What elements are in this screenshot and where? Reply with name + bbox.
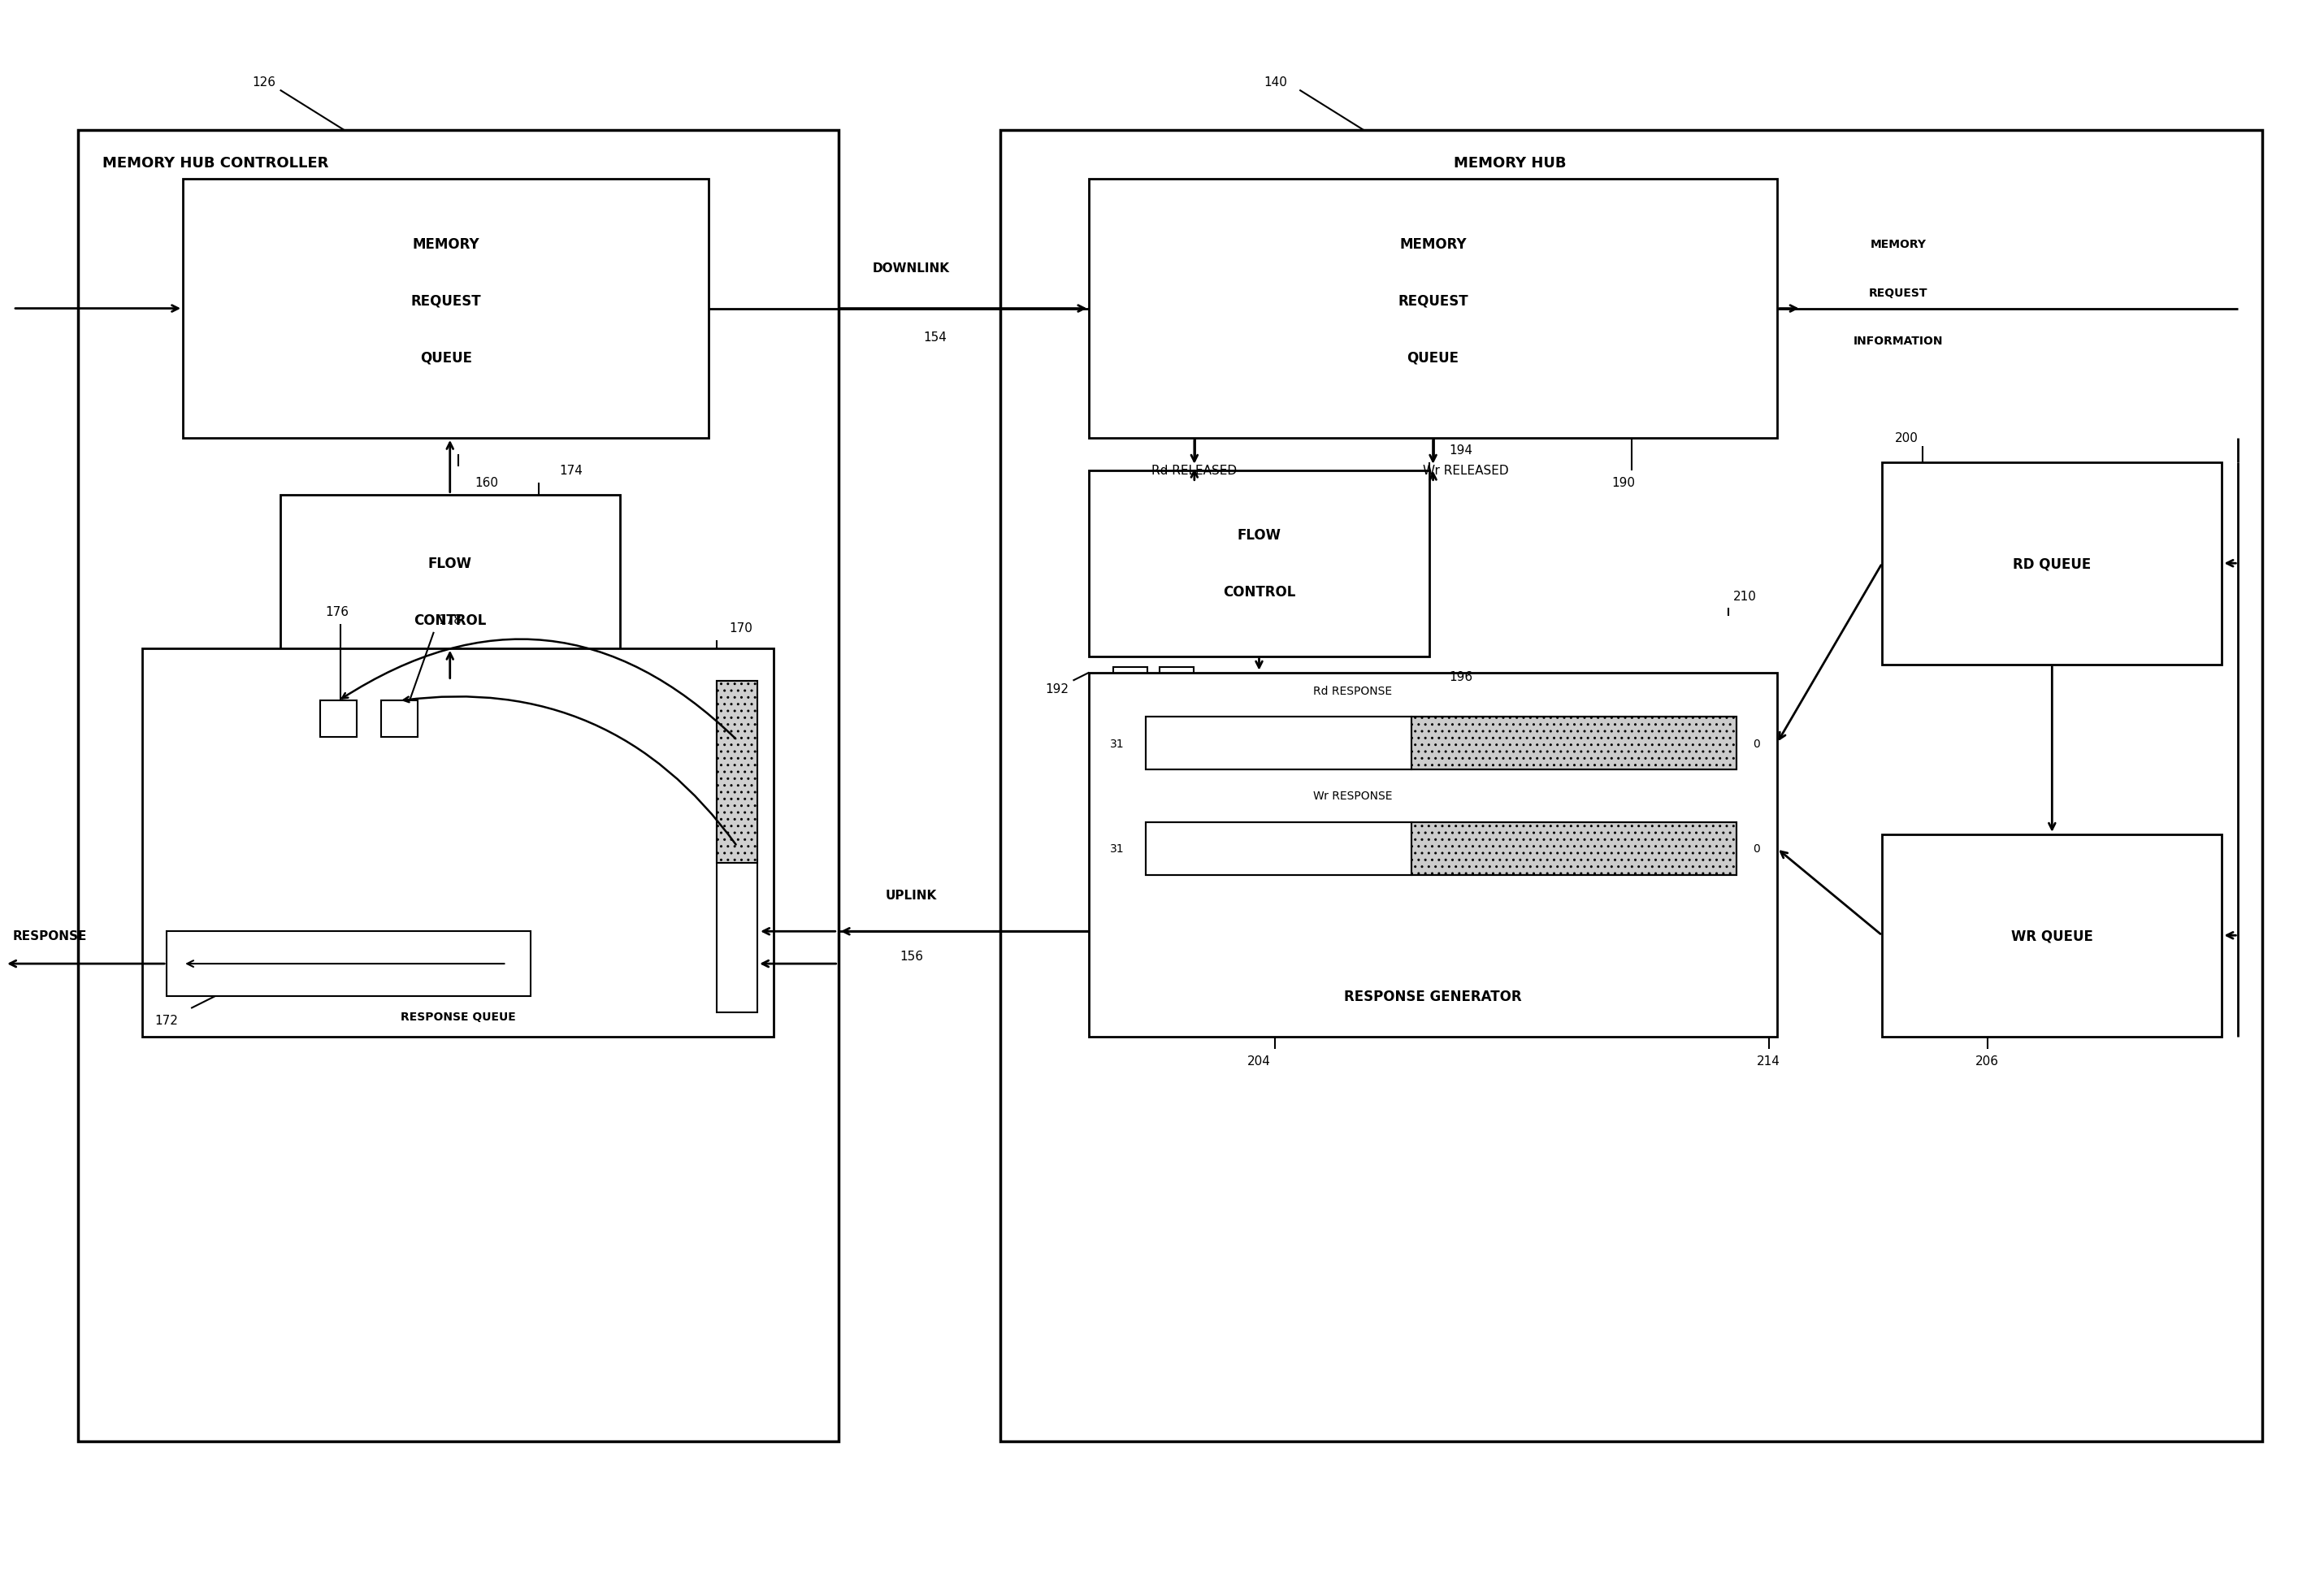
Text: 196: 196 — [1450, 671, 1473, 684]
Text: CONTROL: CONTROL — [1222, 585, 1294, 599]
Bar — [142, 649, 774, 1037]
Text: RESPONSE GENERATOR: RESPONSE GENERATOR — [1343, 989, 1522, 1003]
Text: REQUEST: REQUEST — [1868, 288, 1929, 299]
Bar — [1090, 673, 1778, 1037]
Text: MEMORY: MEMORY — [411, 237, 479, 251]
Text: MEMORY: MEMORY — [1399, 237, 1466, 251]
Text: WR QUEUE: WR QUEUE — [2010, 929, 2094, 943]
Text: 0: 0 — [1752, 843, 1759, 854]
Bar — [281, 494, 621, 681]
Text: QUEUE: QUEUE — [421, 350, 472, 364]
Bar — [77, 130, 839, 1441]
Text: 140: 140 — [1264, 76, 1287, 89]
Bar — [1882, 463, 2222, 665]
Text: 194: 194 — [1450, 445, 1473, 456]
Text: REQUEST: REQUEST — [1397, 294, 1469, 308]
Text: 176: 176 — [325, 606, 349, 619]
Text: 156: 156 — [899, 949, 923, 962]
Bar — [1146, 822, 1411, 875]
Text: 206: 206 — [1975, 1054, 1999, 1067]
Bar — [718, 681, 758, 1013]
Text: 160: 160 — [474, 477, 497, 490]
Text: RESPONSE: RESPONSE — [12, 930, 86, 941]
Text: RD QUEUE: RD QUEUE — [2013, 556, 2092, 571]
Text: INFORMATION: INFORMATION — [1855, 335, 1943, 347]
Text: 31: 31 — [1111, 738, 1125, 749]
Bar — [1411, 822, 1736, 875]
Bar — [1113, 668, 1148, 701]
Text: FLOW: FLOW — [428, 556, 472, 571]
Text: DOWNLINK: DOWNLINK — [872, 262, 951, 275]
Bar — [1146, 822, 1736, 875]
Bar — [1160, 668, 1195, 701]
Bar — [718, 681, 758, 863]
Text: MEMORY HUB: MEMORY HUB — [1452, 156, 1566, 170]
Text: 172: 172 — [156, 1014, 179, 1027]
Bar — [1882, 835, 2222, 1037]
Text: 126: 126 — [251, 76, 277, 89]
Bar — [1411, 717, 1736, 770]
Text: MEMORY: MEMORY — [1871, 239, 1927, 250]
Text: FLOW: FLOW — [1236, 528, 1281, 542]
Bar — [999, 130, 2264, 1441]
Bar — [321, 701, 358, 738]
Text: QUEUE: QUEUE — [1406, 350, 1459, 364]
Text: 170: 170 — [730, 622, 753, 634]
Text: 174: 174 — [560, 464, 583, 477]
Text: 0: 0 — [1752, 738, 1759, 749]
Bar — [1146, 717, 1411, 770]
Text: REQUEST: REQUEST — [411, 294, 481, 308]
Text: MEMORY HUB CONTROLLER: MEMORY HUB CONTROLLER — [102, 156, 328, 170]
Text: 210: 210 — [1734, 590, 1757, 603]
Bar — [1090, 471, 1429, 657]
Bar — [184, 180, 709, 439]
Text: 190: 190 — [1611, 477, 1636, 490]
Text: Wr RELEASED: Wr RELEASED — [1422, 464, 1508, 477]
Text: 214: 214 — [1757, 1054, 1780, 1067]
Bar — [167, 932, 530, 997]
Text: 192: 192 — [1046, 684, 1069, 695]
Bar — [381, 701, 418, 738]
Text: Rd RESPONSE: Rd RESPONSE — [1313, 685, 1392, 696]
Bar — [1146, 717, 1736, 770]
Text: 200: 200 — [1894, 432, 1917, 445]
Text: 31: 31 — [1111, 843, 1125, 854]
Text: Rd RELEASED: Rd RELEASED — [1153, 464, 1236, 477]
Text: CONTROL: CONTROL — [414, 614, 486, 628]
Text: Wr RESPONSE: Wr RESPONSE — [1313, 790, 1392, 801]
Bar — [1090, 180, 1778, 439]
Text: 204: 204 — [1248, 1054, 1271, 1067]
Text: 178: 178 — [439, 614, 462, 626]
Text: UPLINK: UPLINK — [885, 889, 937, 902]
Text: RESPONSE QUEUE: RESPONSE QUEUE — [400, 1011, 516, 1022]
Text: 154: 154 — [923, 331, 948, 343]
